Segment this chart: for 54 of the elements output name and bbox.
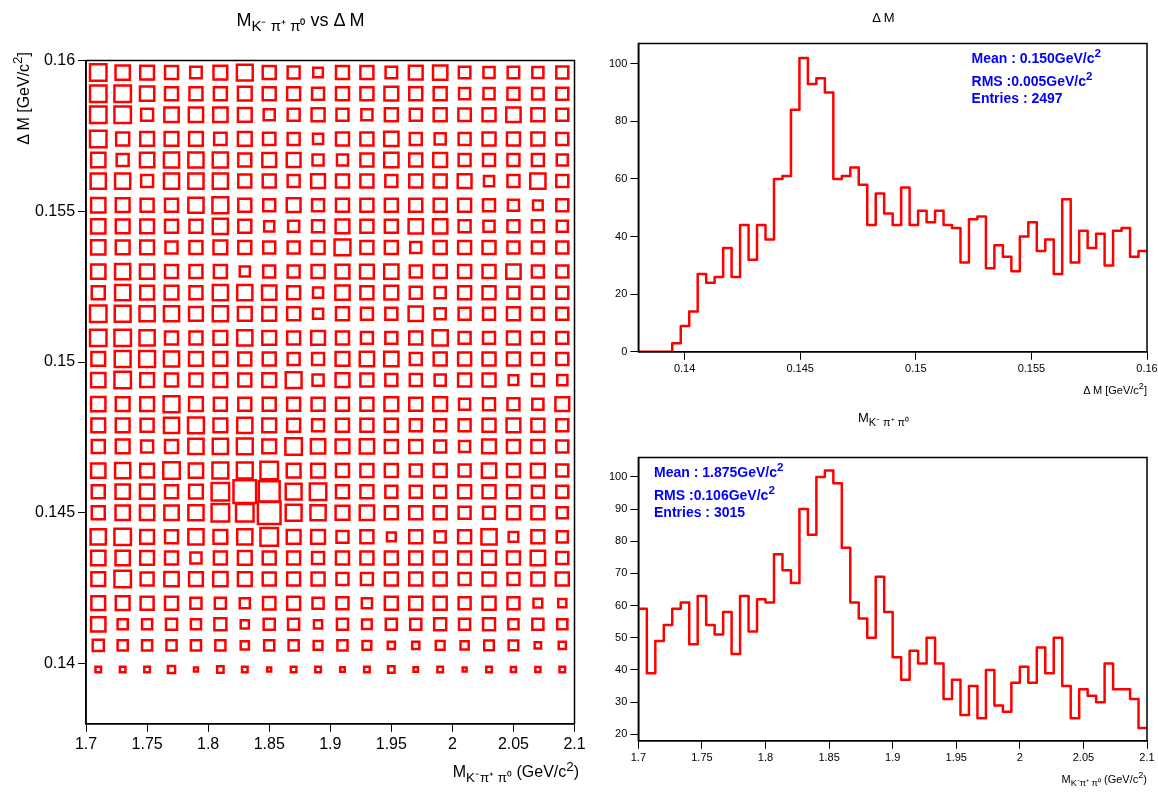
annotation: Mean : 0.150GeV/c$^{2}$ [971,45,1101,67]
x-tick-label: 2.05 [497,734,530,752]
y-tick-label: 60 [615,172,628,185]
annotation: RMS :0.106GeV/c$^{2}$ [654,481,776,504]
y-tick-label: 40 [615,663,628,676]
x-tick-label: 1.75 [131,734,163,752]
y-tick-label: 80 [615,114,628,127]
annotation: RMS :0.005GeV/c$^{2}$ [971,67,1094,90]
y-tick-label: 0.155 [34,201,76,219]
x-tick-label: 1.7 [74,734,98,752]
annotation: Mean : 1.875GeV/c$^{2}$ [654,459,784,481]
x-tick-label: 1.75 [691,751,713,764]
x-tick-label: 1.95 [375,734,407,752]
y-tick-label: 0 [621,344,628,357]
y-tick-label: 90 [615,502,628,515]
x-tick-label: 1.85 [253,734,285,752]
x-tick-label: 2.1 [1139,751,1155,764]
x-tick-label: 2 [447,734,457,752]
y-tick-label: 60 [615,598,628,611]
x-tick-label: 1.7 [630,751,646,764]
x-tick-label: 2.05 [1072,751,1095,764]
y-tick-label: 100 [608,56,628,69]
y-tick-label: 70 [615,566,628,579]
x-axis-title: Δ M [GeV/c$^{2}$] [1083,381,1147,396]
y-tick-label: 20 [615,727,628,740]
y-tick-label: 0.14 [43,653,76,671]
x-axis-title: M$_{K⁻π⁺ π⁰}$ (GeV/c$^{2}$) [452,759,579,786]
x-tick-label: 0.155 [1017,362,1046,375]
x-tick-label: 0.145 [786,362,814,375]
x-tick-label: 1.9 [885,751,901,764]
x-tick-label: 1.85 [818,751,840,764]
y-tick-label: 40 [615,229,628,242]
x-tick-label: 1.95 [945,751,967,764]
y-tick-label: 20 [615,287,628,300]
y-tick-label: 0.16 [43,50,76,68]
x-tick-label: 2 [1016,751,1023,764]
x-tick-label: 0.16 [1136,362,1158,375]
x-tick-label: 0.14 [673,362,696,375]
y-tick-label: 100 [608,469,628,482]
x-tick-label: 2.1 [563,734,586,752]
annotation: Entries : 2497 [971,89,1064,108]
y-tick-label: 30 [615,695,628,708]
chart-title: Δ M [871,10,896,25]
annotation: Entries : 3015 [654,503,747,522]
y-tick-label: 0.145 [34,503,76,521]
chart-title: M$_{K⁻ π⁺ π⁰}$ [857,410,910,429]
chart-title: M$_{K⁻ π⁺ π⁰}$ vs Δ M [235,10,366,35]
y-tick-label: 80 [615,534,628,547]
x-tick-label: 1.8 [757,751,774,764]
x-tick-label: 0.15 [905,362,927,375]
x-axis-title: M$_{K⁻π⁺ π⁰}$ (GeV/c$^{2}$) [1061,770,1147,789]
x-tick-label: 1.9 [319,734,342,752]
x-tick-label: 1.8 [197,734,220,752]
y-tick-label: 50 [615,630,628,643]
